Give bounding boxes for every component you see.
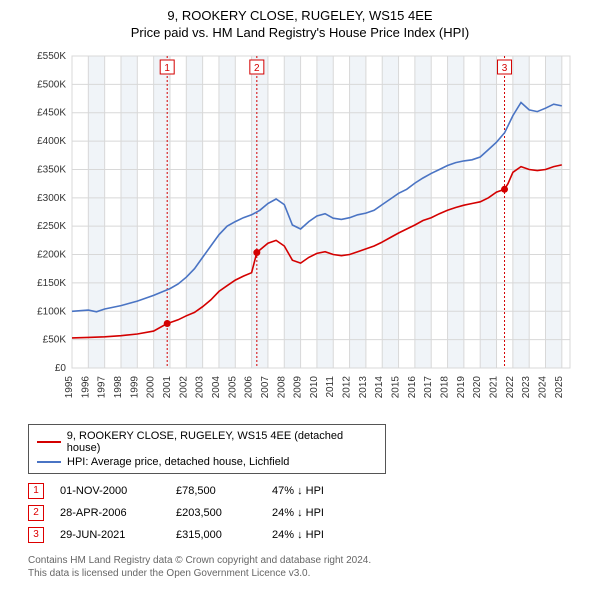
svg-text:£500K: £500K — [37, 79, 66, 90]
svg-text:2023: 2023 — [521, 375, 532, 398]
svg-text:2008: 2008 — [276, 375, 287, 398]
svg-text:1995: 1995 — [64, 375, 75, 398]
attribution: Contains HM Land Registry data © Crown c… — [28, 554, 590, 580]
svg-text:£100K: £100K — [37, 306, 66, 317]
sales-row: 2 28-APR-2006 £203,500 24% ↓ HPI — [28, 502, 590, 524]
svg-text:2002: 2002 — [178, 375, 189, 398]
svg-text:1996: 1996 — [80, 375, 91, 398]
svg-text:£450K: £450K — [37, 108, 66, 119]
sale-marker-2: 2 — [28, 505, 44, 521]
title-line-2: Price paid vs. HM Land Registry's House … — [10, 25, 590, 42]
sales-row: 1 01-NOV-2000 £78,500 47% ↓ HPI — [28, 480, 590, 502]
svg-text:2004: 2004 — [211, 375, 222, 398]
sale-diff: 24% ↓ HPI — [272, 529, 352, 541]
legend-item-hpi: HPI: Average price, detached house, Lich… — [37, 455, 377, 469]
svg-text:2000: 2000 — [146, 375, 157, 398]
svg-text:1998: 1998 — [113, 375, 124, 398]
svg-text:2006: 2006 — [244, 375, 255, 398]
svg-text:1: 1 — [164, 63, 170, 74]
svg-text:2013: 2013 — [358, 375, 369, 398]
sale-price: £203,500 — [176, 507, 256, 519]
legend-swatch-property — [37, 441, 61, 443]
svg-text:2022: 2022 — [505, 375, 516, 398]
sale-diff: 47% ↓ HPI — [272, 485, 352, 497]
sale-diff: 24% ↓ HPI — [272, 507, 352, 519]
svg-text:£150K: £150K — [37, 278, 66, 289]
svg-text:2018: 2018 — [440, 375, 451, 398]
svg-text:2011: 2011 — [325, 375, 336, 397]
svg-text:£250K: £250K — [37, 221, 66, 232]
sale-date: 28-APR-2006 — [60, 507, 160, 519]
legend: 9, ROOKERY CLOSE, RUGELEY, WS15 4EE (det… — [28, 424, 386, 474]
sale-date: 29-JUN-2021 — [60, 529, 160, 541]
svg-text:3: 3 — [502, 63, 508, 74]
svg-text:2014: 2014 — [374, 375, 385, 398]
svg-text:2007: 2007 — [260, 375, 271, 398]
svg-text:2001: 2001 — [162, 375, 173, 398]
legend-label-hpi: HPI: Average price, detached house, Lich… — [67, 456, 289, 468]
sale-price: £78,500 — [176, 485, 256, 497]
svg-text:2021: 2021 — [489, 375, 500, 398]
svg-text:£300K: £300K — [37, 193, 66, 204]
sales-table: 1 01-NOV-2000 £78,500 47% ↓ HPI 2 28-APR… — [28, 480, 590, 546]
svg-text:£400K: £400K — [37, 136, 66, 147]
attribution-line-2: This data is licensed under the Open Gov… — [28, 567, 590, 580]
legend-item-property: 9, ROOKERY CLOSE, RUGELEY, WS15 4EE (det… — [37, 429, 377, 455]
svg-text:2012: 2012 — [342, 375, 353, 398]
svg-text:£50K: £50K — [43, 334, 67, 345]
svg-text:2019: 2019 — [456, 375, 467, 398]
sale-marker-1: 1 — [28, 483, 44, 499]
svg-text:2005: 2005 — [227, 375, 238, 398]
sale-date: 01-NOV-2000 — [60, 485, 160, 497]
svg-text:1999: 1999 — [129, 375, 140, 398]
svg-text:2017: 2017 — [423, 375, 434, 398]
svg-text:£0: £0 — [55, 363, 67, 374]
chart-svg: £0 £50K £100K £150K £200K £250K £300K £350K £400… — [20, 48, 580, 418]
svg-text:2003: 2003 — [195, 375, 206, 398]
chart-area: £0 £50K £100K £150K £200K £250K £300K £350K £400… — [20, 48, 580, 418]
attribution-line-1: Contains HM Land Registry data © Crown c… — [28, 554, 590, 567]
svg-text:2009: 2009 — [293, 375, 304, 398]
chart-title: 9, ROOKERY CLOSE, RUGELEY, WS15 4EE Pric… — [10, 8, 590, 42]
legend-swatch-hpi — [37, 461, 61, 463]
page-container: 9, ROOKERY CLOSE, RUGELEY, WS15 4EE Pric… — [0, 0, 600, 590]
svg-text:2010: 2010 — [309, 375, 320, 398]
svg-text:2016: 2016 — [407, 375, 418, 398]
sale-price: £315,000 — [176, 529, 256, 541]
svg-text:1997: 1997 — [97, 375, 108, 398]
svg-text:£200K: £200K — [37, 249, 66, 260]
svg-text:£350K: £350K — [37, 164, 66, 175]
title-line-1: 9, ROOKERY CLOSE, RUGELEY, WS15 4EE — [10, 8, 590, 25]
svg-text:2: 2 — [254, 63, 260, 74]
svg-text:£550K: £550K — [37, 51, 66, 62]
svg-text:2020: 2020 — [472, 375, 483, 398]
legend-label-property: 9, ROOKERY CLOSE, RUGELEY, WS15 4EE (det… — [67, 430, 377, 454]
svg-text:2015: 2015 — [391, 375, 402, 398]
svg-text:2024: 2024 — [538, 375, 549, 398]
sale-marker-3: 3 — [28, 527, 44, 543]
svg-text:2025: 2025 — [554, 375, 565, 398]
sales-row: 3 29-JUN-2021 £315,000 24% ↓ HPI — [28, 524, 590, 546]
